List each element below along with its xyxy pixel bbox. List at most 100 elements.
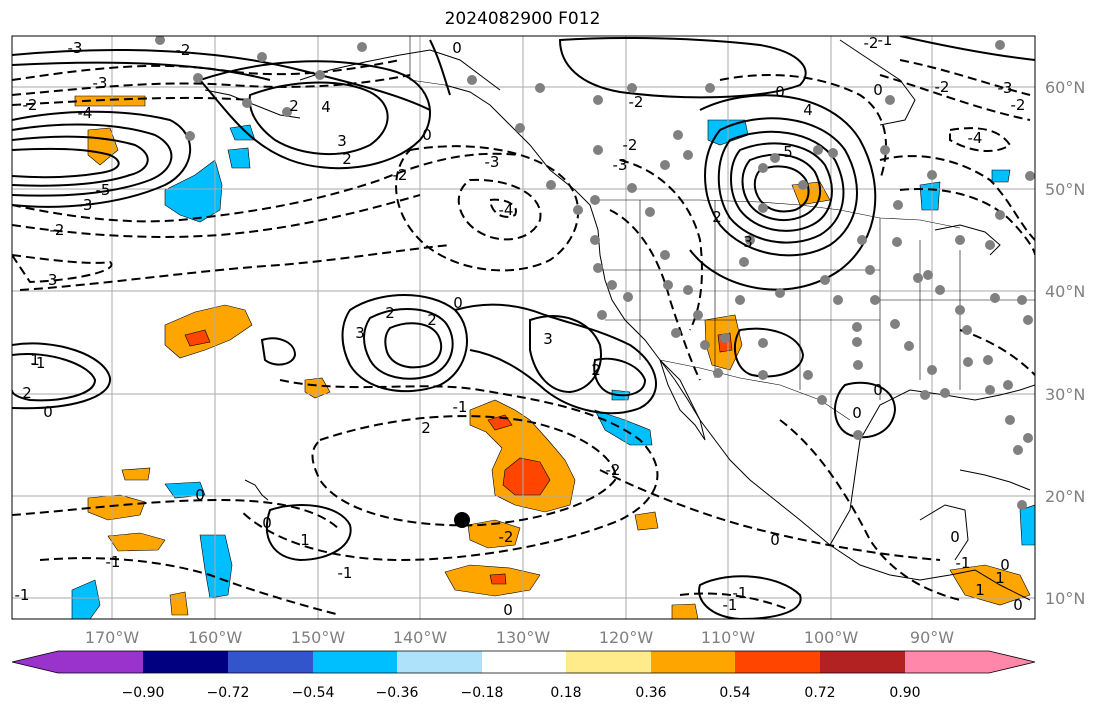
political-borders xyxy=(409,36,1035,421)
station-marker xyxy=(828,148,838,158)
station-marker xyxy=(282,107,292,117)
contour-label: 2 xyxy=(289,97,299,115)
station-marker xyxy=(865,265,875,275)
station-marker xyxy=(315,70,325,80)
contour-label: -3 xyxy=(68,39,83,57)
contour-label: -1 xyxy=(733,584,748,602)
station-marker xyxy=(739,257,749,267)
station-marker xyxy=(597,310,607,320)
station-marker xyxy=(985,385,995,395)
contour-line xyxy=(879,74,1031,121)
colorbar-tick: −0.90 xyxy=(122,685,165,701)
contour-value-labels: -3 -2 -2 -4 -3 -2 -1 -5 -3 -3 -4 -2 -3 2… xyxy=(15,36,1026,619)
station-marker xyxy=(713,368,723,378)
station-marker xyxy=(995,40,1005,50)
station-marker xyxy=(705,83,715,93)
station-marker xyxy=(904,341,914,351)
contour-label: -2 xyxy=(23,96,38,114)
station-marker xyxy=(880,145,890,155)
station-marker xyxy=(673,130,683,140)
station-marker xyxy=(627,183,637,193)
colorbar-tick: 0.36 xyxy=(635,685,666,701)
lon-tick-label: 90°W xyxy=(910,628,954,647)
station-marker xyxy=(1017,295,1027,305)
contour-label: 0 xyxy=(453,294,463,312)
contour-label: 4 xyxy=(803,101,813,119)
contour-label: -1 xyxy=(338,564,353,582)
contour-line xyxy=(198,60,431,170)
colorbar-tick: −0.72 xyxy=(207,685,250,701)
station-marker xyxy=(913,273,923,283)
station-marker xyxy=(935,285,945,295)
colorbar-tick: −0.18 xyxy=(461,685,504,701)
contour-line xyxy=(12,59,401,81)
station-marker xyxy=(853,430,863,440)
station-marker xyxy=(833,295,843,305)
colorbar-tick: 0.72 xyxy=(804,685,835,701)
colorbar-segment xyxy=(651,651,737,673)
contour-line xyxy=(529,315,602,394)
contour-line xyxy=(779,419,961,601)
lon-tick-label: 130°W xyxy=(496,628,551,647)
station-marker xyxy=(185,131,195,141)
station-marker xyxy=(357,42,367,52)
station-marker xyxy=(590,195,600,205)
station-marker xyxy=(660,160,670,170)
lon-tick-label: 140°W xyxy=(393,628,448,647)
contour-label: 0 xyxy=(873,81,883,99)
station-marker xyxy=(242,98,252,108)
contour-line xyxy=(899,188,1035,256)
colorbar-segment xyxy=(905,651,990,673)
contour-label: -2 xyxy=(623,136,638,154)
cool-anomaly xyxy=(71,579,101,619)
baja-california xyxy=(659,359,706,441)
contour-label: -2 xyxy=(606,461,621,479)
contour-label: -3 xyxy=(78,196,93,214)
station-marker xyxy=(813,145,823,155)
contour-label: 1 xyxy=(975,581,985,599)
station-marker xyxy=(955,305,965,315)
contour-line xyxy=(12,498,341,531)
contour-line xyxy=(679,592,791,611)
station-dots xyxy=(155,36,1035,510)
contour-label: -4 xyxy=(968,129,983,147)
colorbar xyxy=(11,650,1036,674)
contour-line xyxy=(12,96,251,106)
station-marker xyxy=(955,235,965,245)
contour-label: -1 xyxy=(453,398,468,416)
station-marker xyxy=(535,83,545,93)
contour-label: -1 xyxy=(956,554,971,572)
contour-line xyxy=(949,127,1012,152)
contour-line xyxy=(454,303,657,415)
colorbar-segment xyxy=(820,651,906,673)
station-marker xyxy=(927,365,937,375)
contour-line xyxy=(741,153,822,221)
map-panel: -3 -2 -2 -4 -3 -2 -1 -5 -3 -3 -4 -2 -3 2… xyxy=(11,35,1036,620)
station-marker xyxy=(467,75,477,85)
contour-line xyxy=(719,74,887,181)
colorbar-tick: 0.18 xyxy=(550,685,581,701)
contour-label: 2 xyxy=(427,311,437,329)
warm-anomaly xyxy=(634,511,659,531)
lat-tick-label: 40°N xyxy=(1045,282,1085,301)
contour-label: -1 xyxy=(15,586,30,604)
map-frame xyxy=(11,35,1036,620)
contour-label: 2 xyxy=(22,384,32,402)
storm-center-marker xyxy=(454,512,470,528)
contour-label: -2 xyxy=(935,78,950,96)
station-marker xyxy=(893,200,903,210)
colorbar-segment xyxy=(313,651,399,673)
colorbar-segment xyxy=(482,651,568,673)
warm-anomaly xyxy=(107,532,166,552)
station-marker xyxy=(985,240,995,250)
colorbar-tick: 0.54 xyxy=(719,685,750,701)
contour-line xyxy=(12,110,192,208)
contour-label: 5 xyxy=(783,143,793,161)
warm-anomaly-core xyxy=(489,573,507,585)
contour-line xyxy=(12,194,421,238)
warm-anomaly xyxy=(169,591,189,616)
contour-label: 0 xyxy=(1013,596,1023,614)
contour-label: 0 xyxy=(770,531,780,549)
station-marker xyxy=(758,203,768,213)
contour-label: -3 xyxy=(485,153,500,171)
